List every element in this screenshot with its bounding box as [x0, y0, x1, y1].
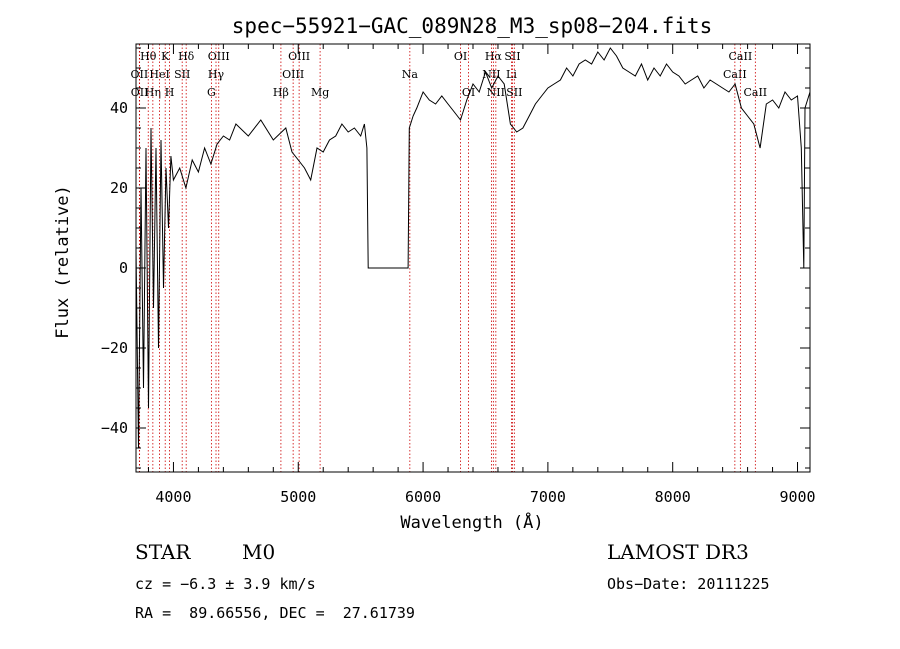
- line-marker-label: Hγ: [208, 68, 225, 81]
- y-axis-label: Flux (relative): [53, 185, 73, 339]
- plot-frame: [135, 43, 811, 473]
- y-axis-ticks: −40 −20 0 20 40: [101, 47, 810, 469]
- line-marker-label: OIII: [208, 50, 230, 63]
- y-tick-label: 0: [119, 259, 128, 277]
- chart-title: spec−55921−GAC_089N28_M3_sp08−204.fits: [232, 14, 712, 38]
- x-tick-label: 9000: [779, 488, 815, 506]
- y-tick-label: 40: [110, 99, 128, 117]
- line-marker-label: Hη: [145, 86, 161, 99]
- object-class: STAR: [135, 540, 191, 564]
- line-marker-label: OIII: [288, 50, 310, 63]
- object-subclass: M0: [242, 540, 276, 564]
- line-marker-label: SII: [506, 86, 522, 99]
- line-marker-label: Na: [402, 68, 419, 81]
- line-marker-label: CaII: [723, 68, 747, 81]
- line-marker-label: SII: [174, 68, 190, 81]
- line-marker-label: Hθ: [140, 50, 157, 63]
- y-tick-label: −40: [101, 419, 128, 437]
- line-marker-label: Mg: [311, 86, 329, 99]
- line-marker-label: H: [165, 86, 175, 99]
- observation-date: Obs−Date: 20111225: [607, 575, 770, 593]
- sky-coordinates: RA = 89.66556, DEC = 27.61739: [135, 604, 415, 622]
- line-marker-label: NII: [482, 68, 500, 81]
- y-tick-label: 20: [110, 179, 128, 197]
- y-tick-label: −20: [101, 339, 128, 357]
- line-marker-label: SII: [504, 50, 520, 63]
- line-marker-label: Li: [506, 68, 517, 81]
- line-marker-label: G: [207, 86, 216, 99]
- x-tick-label: 5000: [280, 488, 316, 506]
- x-axis-label: Wavelength (Å): [400, 511, 543, 533]
- line-marker-label: K: [161, 50, 170, 63]
- line-marker-label: CaII: [729, 50, 753, 63]
- x-tick-label: 7000: [530, 488, 566, 506]
- redshift-velocity: cz = −6.3 ± 3.9 km/s: [135, 575, 316, 593]
- line-marker-label: OII: [131, 68, 149, 81]
- line-marker-label: NII: [487, 86, 505, 99]
- line-marker-label: Hβ: [273, 86, 289, 99]
- line-marker-label: HeI: [149, 68, 169, 81]
- line-marker-label: OI: [454, 50, 467, 63]
- line-marker-label: OI: [462, 86, 475, 99]
- line-marker-label: OIII: [282, 68, 304, 81]
- x-axis-ticks: 4000 5000 6000 7000 8000 9000: [147, 44, 816, 506]
- line-marker-label: CaII: [743, 86, 767, 99]
- line-marker-label: OII: [131, 86, 149, 99]
- flux-series-line: [135, 47, 811, 449]
- line-marker-label: Hα: [485, 50, 503, 63]
- survey-name: LAMOST DR3: [607, 540, 749, 564]
- x-tick-label: 4000: [155, 488, 191, 506]
- line-marker-label: Hδ: [178, 50, 195, 63]
- x-tick-label: 8000: [655, 488, 691, 506]
- x-tick-label: 6000: [405, 488, 441, 506]
